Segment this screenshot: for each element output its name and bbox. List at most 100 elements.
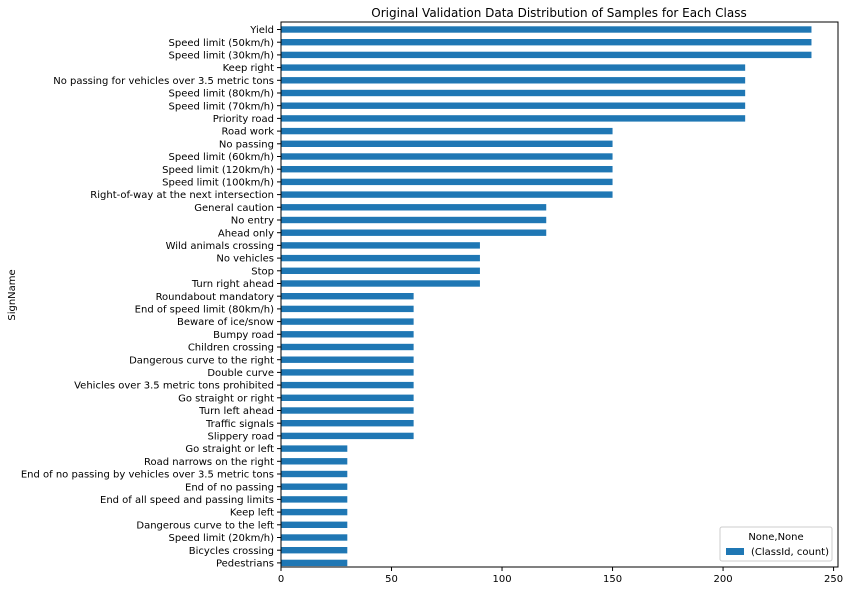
- y-tick-label: Speed limit (100km/h): [162, 178, 274, 189]
- y-tick-label: Keep right: [223, 63, 274, 74]
- bars-group: [281, 26, 812, 567]
- bar: [281, 77, 746, 84]
- bar: [281, 496, 348, 503]
- bar: [281, 534, 348, 541]
- bar: [281, 267, 480, 274]
- y-tick-label: Slippery road: [208, 432, 274, 443]
- y-tick-label: Wild animals crossing: [166, 241, 274, 252]
- y-tick-label: End of speed limit (80km/h): [135, 305, 274, 316]
- y-tick-label: End of all speed and passing limits: [100, 495, 274, 506]
- y-tick-label: Roundabout mandatory: [156, 292, 275, 303]
- y-tick-label: Double curve: [207, 368, 274, 379]
- legend-swatch: [726, 548, 744, 555]
- bar: [281, 432, 414, 440]
- y-tick-label: No vehicles: [216, 254, 274, 265]
- y-tick-label: Speed limit (120km/h): [162, 165, 274, 176]
- y-tick-label: Pedestrians: [216, 559, 274, 570]
- legend: None,None (ClassId, count): [719, 526, 833, 562]
- bar: [281, 51, 812, 59]
- y-tick-label: Road narrows on the right: [144, 457, 274, 468]
- bar: [281, 369, 414, 376]
- bar: [281, 115, 746, 122]
- y-tick-label: Vehicles over 3.5 metric tons prohibited: [74, 381, 274, 392]
- bar: [281, 39, 812, 46]
- chart-title: Original Validation Data Distribution of…: [371, 6, 746, 20]
- y-tick-label: End of no passing by vehicles over 3.5 m…: [21, 470, 274, 481]
- x-tick-label: 0: [278, 574, 284, 585]
- y-tick-label: No entry: [231, 216, 274, 227]
- y-tick-label: Ahead only: [218, 228, 274, 239]
- x-tick-label: 250: [824, 574, 843, 585]
- y-tick-label: Keep left: [230, 508, 274, 519]
- bar: [281, 229, 547, 236]
- x-tick-label: 200: [714, 574, 733, 585]
- legend-title: None,None: [748, 532, 803, 543]
- bar: [281, 381, 414, 389]
- bar: [281, 547, 348, 554]
- y-tick-label: No passing: [219, 139, 274, 150]
- y-tick-label: Turn left ahead: [198, 406, 274, 417]
- bar: [281, 166, 613, 173]
- y-tick-label: Speed limit (50km/h): [169, 38, 275, 49]
- y-tick-label: Go straight or right: [178, 393, 274, 404]
- y-tick-label: Speed limit (30km/h): [169, 51, 275, 62]
- y-tick-label: No passing for vehicles over 3.5 metric …: [53, 76, 274, 87]
- x-tick-label: 100: [492, 574, 511, 585]
- bar: [281, 394, 414, 401]
- bar: [281, 102, 746, 109]
- y-tick-label: General caution: [194, 203, 274, 214]
- bar: [281, 64, 746, 71]
- y-tick-labels: Yield Speed limit (50km/h) Speed limit (30…: [21, 25, 281, 570]
- bar: [281, 445, 348, 452]
- y-tick-label: Stop: [251, 266, 274, 277]
- bar: [281, 216, 547, 224]
- y-tick-label: Dangerous curve to the left: [136, 520, 274, 531]
- y-tick-label: Children crossing: [188, 343, 274, 354]
- legend-entry-label: (ClassId, count): [751, 547, 829, 558]
- y-tick-label: Bumpy road: [213, 330, 274, 341]
- y-tick-label: Speed limit (60km/h): [169, 152, 275, 163]
- y-tick-label: Road work: [222, 127, 275, 138]
- bar: [281, 204, 547, 211]
- y-tick-label: Traffic signals: [205, 419, 274, 430]
- bar: [281, 508, 348, 516]
- bar: [281, 280, 480, 287]
- bar: [281, 318, 414, 325]
- y-tick-label: Go straight or left: [185, 444, 274, 455]
- y-tick-label: Yield: [249, 25, 274, 36]
- y-axis-label: SignName: [7, 269, 18, 320]
- bar: [281, 178, 613, 186]
- bar: [281, 407, 414, 414]
- y-tick-label: Speed limit (80km/h): [169, 89, 275, 100]
- bar: [281, 559, 348, 567]
- bar: [281, 191, 613, 198]
- y-tick-label: Right-of-way at the next intersection: [90, 190, 274, 201]
- bar: [281, 153, 613, 160]
- bar: [281, 458, 348, 465]
- y-tick-label: Speed limit (70km/h): [169, 101, 275, 112]
- bar: [281, 331, 414, 338]
- plot-frame: [280, 21, 839, 568]
- bar: [281, 343, 414, 351]
- bar: [281, 127, 613, 135]
- bar: [281, 521, 348, 528]
- bar: [281, 420, 414, 427]
- bar: [281, 254, 480, 262]
- y-tick-label: Priority road: [213, 114, 274, 125]
- bar: [281, 483, 348, 490]
- legend-box: [719, 526, 833, 562]
- y-tick-label: Beware of ice/snow: [177, 317, 274, 328]
- x-ticks: 0 50 100 150 200 250: [278, 567, 843, 585]
- y-tick-label: End of no passing: [185, 482, 274, 493]
- bar: [281, 356, 414, 363]
- x-tick-label: 50: [385, 574, 398, 585]
- y-tick-label: Turn right ahead: [191, 279, 274, 290]
- bar: [281, 470, 348, 478]
- bar: [281, 242, 480, 249]
- y-tick-label: Bicycles crossing: [189, 546, 274, 557]
- x-tick-label: 150: [603, 574, 622, 585]
- bar: [281, 140, 613, 147]
- bar: [281, 26, 812, 33]
